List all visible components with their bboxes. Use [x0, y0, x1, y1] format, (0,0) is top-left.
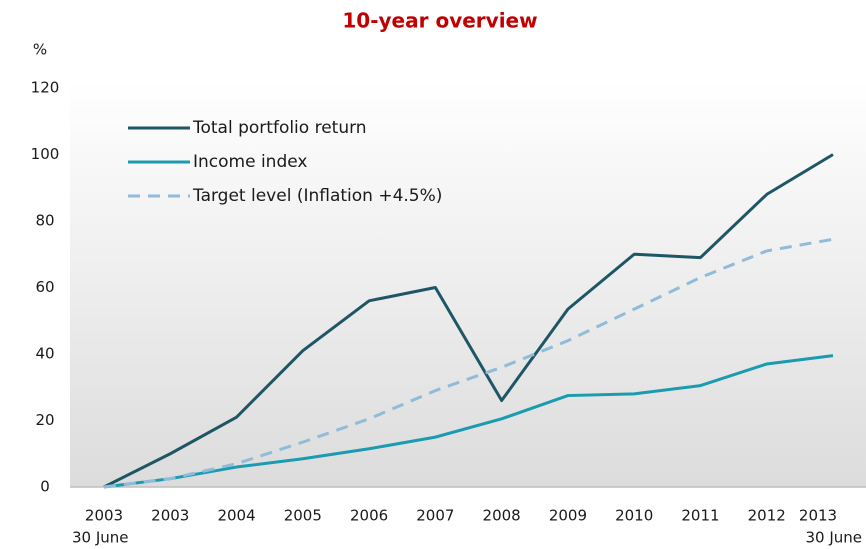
x-tick-label: 2003 [151, 507, 189, 525]
chart-title: 10-year overview [342, 9, 537, 33]
x-tick-label: 2013 [799, 507, 837, 525]
series-line [103, 237, 834, 489]
series-line [103, 153, 834, 489]
y-tick-label: 120 [31, 79, 60, 97]
x-tick-label: 2003 [85, 507, 123, 525]
x-note: 30 June [72, 529, 129, 547]
x-tick-label: 2008 [483, 507, 521, 525]
series-line [103, 354, 834, 489]
legend-label: Target level (Inflation +4.5%) [192, 186, 442, 206]
y-tick-label: 0 [40, 478, 50, 496]
x-tick-label: 2005 [284, 507, 322, 525]
legend-label: Total portfolio return [192, 118, 367, 138]
x-tick-label: 2012 [748, 507, 786, 525]
x-tick-label: 2009 [549, 507, 587, 525]
y-tick-label: 60 [35, 278, 54, 296]
x-note: 30 June [805, 529, 862, 547]
x-tick-label: 2011 [681, 507, 719, 525]
x-tick-label: 2007 [416, 507, 454, 525]
y-tick-label: 40 [35, 345, 54, 363]
plot-background [70, 80, 866, 487]
y-tick-label: 20 [35, 411, 54, 429]
x-tick-label: 2004 [217, 507, 255, 525]
x-tick-label: 2006 [350, 507, 388, 525]
y-unit: % [33, 41, 47, 59]
y-tick-label: 100 [31, 145, 60, 163]
x-tick-label: 2010 [615, 507, 653, 525]
y-tick-label: 80 [35, 212, 54, 230]
legend-label: Income index [193, 152, 307, 172]
